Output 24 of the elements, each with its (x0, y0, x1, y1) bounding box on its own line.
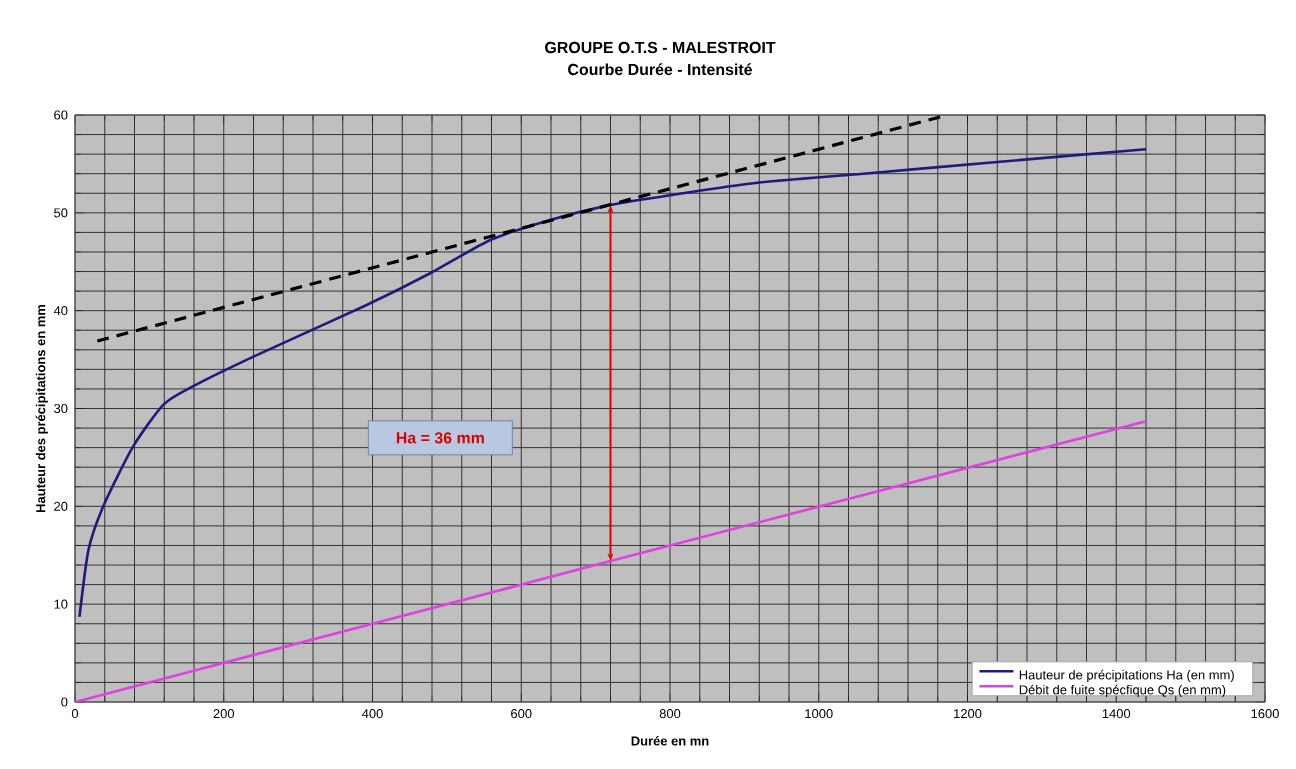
annotation: Ha = 36 mm (396, 432, 484, 444)
x-tick-label: 1200 (954, 709, 982, 719)
y-tick-label: 20 (54, 501, 68, 511)
x-tick-label: 600 (511, 709, 532, 719)
y-tick-label: 40 (53, 306, 68, 316)
y-axis-title: Hauteur des précipitations en mm (35, 304, 48, 512)
x-tick-label: 1000 (805, 709, 833, 719)
y-tick-label: 50 (54, 208, 68, 218)
y-tick-label: 0 (61, 697, 68, 707)
y-tick-label: 60 (54, 110, 68, 120)
x-axis-title: Durée en mn (631, 735, 709, 746)
x-tick-label: 400 (362, 709, 383, 719)
chart-title: GROUPE O.T.S - MALESTROIT (545, 41, 776, 54)
x-tick-label: 200 (213, 709, 235, 719)
y-tick-label: 30 (54, 403, 68, 414)
x-tick-label: 0 (71, 709, 79, 719)
x-tick-label: 1600 (1251, 709, 1279, 719)
x-tick-label: 1400 (1102, 709, 1131, 719)
legend-label: Hauteur de précipitations Ha (en mm) (1019, 669, 1234, 683)
x-tick-label: 800 (659, 709, 681, 719)
chart-subtitle: Courbe Durée - Intensité (568, 63, 752, 76)
legend-label: Débit de fuite spécfique Qs (en mm) (1019, 684, 1226, 697)
line-series (78, 147, 1148, 619)
y-tick-label: 10 (54, 599, 68, 609)
